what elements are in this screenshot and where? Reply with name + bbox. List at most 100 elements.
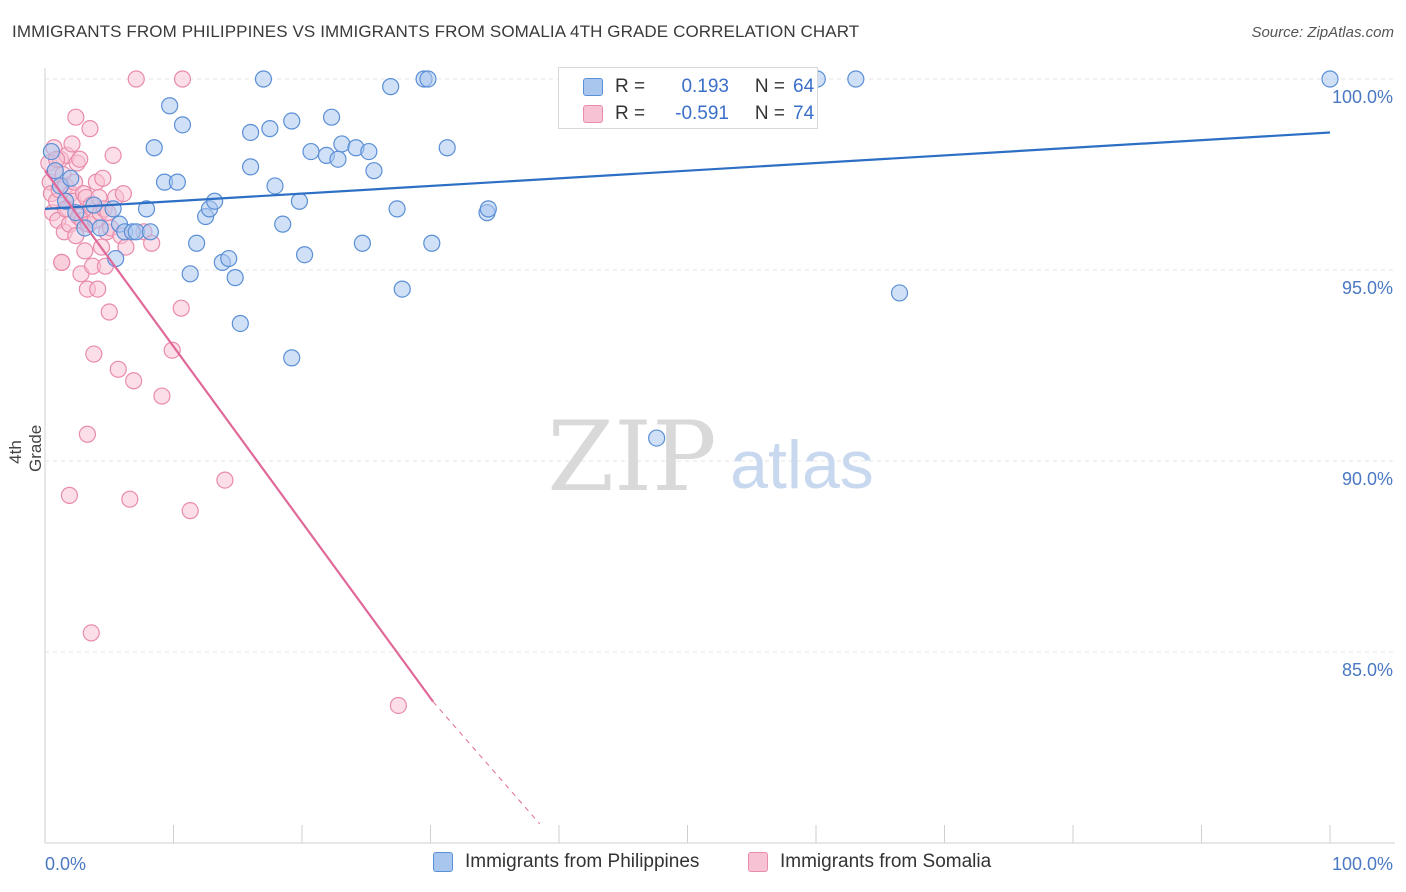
somalia-point	[121, 490, 139, 508]
somalia-point	[104, 146, 122, 164]
philippines-point	[226, 269, 244, 287]
somalia-point	[85, 345, 103, 363]
somalia-trend-extension	[432, 701, 541, 825]
somalia-point	[82, 624, 100, 642]
axes	[44, 68, 1395, 844]
n-value: 74	[793, 103, 815, 124]
somalia-point	[67, 108, 85, 126]
somalia-swatch	[583, 105, 603, 123]
legend-item-philippines[interactable]: Immigrants from Philippines	[433, 851, 699, 873]
watermark: ZIP atlas	[547, 401, 873, 513]
philippines-point	[290, 192, 309, 210]
philippines-point	[46, 162, 64, 180]
series-somalia-points	[40, 70, 407, 715]
somalia-point	[172, 299, 190, 317]
x-tick-label-max: 100.0%	[1332, 854, 1393, 874]
philippines-point	[161, 97, 179, 115]
philippines-point	[274, 215, 292, 233]
somalia-point	[114, 185, 132, 203]
somalia-swatch	[748, 852, 768, 872]
somalia-point	[76, 242, 94, 260]
somalia-point	[163, 341, 181, 359]
watermark-atlas: atlas	[730, 427, 874, 503]
philippines-point	[302, 142, 320, 161]
philippines-trend-line	[44, 131, 1331, 210]
somalia-point	[125, 372, 143, 390]
philippines-point	[145, 139, 163, 157]
y-tick-label: 90.0%	[1342, 469, 1393, 489]
somalia-point	[127, 70, 145, 88]
r-value: 0.193	[681, 76, 729, 97]
philippines-point	[329, 150, 347, 168]
philippines-point	[283, 349, 301, 367]
watermark-zip: ZIP	[547, 401, 716, 513]
philippines-point	[479, 200, 497, 218]
somalia-point	[53, 253, 71, 271]
philippines-point	[188, 234, 206, 252]
somalia-point	[81, 120, 99, 138]
somalia-point	[153, 387, 171, 405]
n-label: N =	[754, 76, 785, 97]
stats-row-somalia: R = -0.591 N = 74	[559, 101, 833, 127]
somalia-point	[173, 70, 192, 88]
philippines-point	[365, 162, 383, 180]
philippines-point	[353, 234, 371, 252]
trend-lines	[44, 131, 1331, 825]
philippines-point	[1321, 70, 1339, 88]
r-label: R =	[615, 76, 646, 97]
philippines-point	[91, 219, 109, 237]
philippines-point	[382, 78, 400, 96]
philippines-point	[206, 192, 224, 210]
philippines-point	[141, 223, 159, 241]
y-tick-label: 95.0%	[1342, 278, 1393, 298]
philippines-point	[168, 173, 186, 191]
philippines-point	[890, 284, 909, 302]
philippines-point	[847, 70, 865, 88]
philippines-point	[62, 169, 80, 187]
philippines-point	[295, 246, 314, 264]
philippines-point	[261, 120, 279, 138]
philippines-swatch	[583, 78, 603, 96]
philippines-point	[648, 429, 666, 447]
philippines-point	[333, 135, 351, 153]
somalia-point	[100, 303, 118, 321]
n-value: 64	[793, 76, 815, 97]
somalia-point	[389, 696, 407, 715]
philippines-point	[242, 158, 260, 176]
philippines-point	[393, 280, 411, 298]
somalia-point	[63, 135, 81, 153]
somalia-point	[181, 502, 199, 520]
r-value: -0.591	[675, 103, 729, 124]
series-legend: Immigrants from Philippines Immigrants f…	[0, 851, 1406, 879]
somalia-point	[89, 280, 107, 298]
philippines-point	[322, 108, 341, 126]
somalia-point	[78, 425, 97, 443]
philippines-point	[181, 265, 199, 283]
series-philippines-points	[42, 70, 1339, 447]
philippines-point	[283, 112, 301, 130]
philippines-point	[137, 200, 156, 218]
philippines-point	[220, 249, 238, 268]
somalia-point	[71, 150, 89, 168]
somalia-point	[94, 169, 112, 187]
y-tick-label: 100.0%	[1332, 87, 1393, 107]
philippines-point	[266, 177, 284, 195]
n-label: N =	[754, 103, 785, 124]
philippines-point	[231, 314, 249, 333]
philippines-point	[104, 200, 122, 218]
chart-title: IMMIGRANTS FROM PHILIPPINES VS IMMIGRANT…	[12, 22, 860, 41]
stats-legend: R = 0.193 N = 64 R = -0.591 N = 74	[558, 67, 818, 129]
philippines-swatch	[433, 852, 453, 872]
legend-label-philippines: Immigrants from Philippines	[465, 851, 700, 872]
philippines-point	[388, 200, 406, 218]
somalia-point	[60, 486, 79, 504]
legend-item-somalia[interactable]: Immigrants from Somalia	[748, 851, 991, 873]
philippines-point	[254, 70, 273, 88]
philippines-point	[419, 70, 437, 88]
philippines-point	[423, 234, 441, 252]
chart-source: Source: ZipAtlas.com	[1251, 24, 1394, 41]
somalia-trend-line	[44, 170, 434, 703]
somalia-point	[216, 471, 234, 489]
